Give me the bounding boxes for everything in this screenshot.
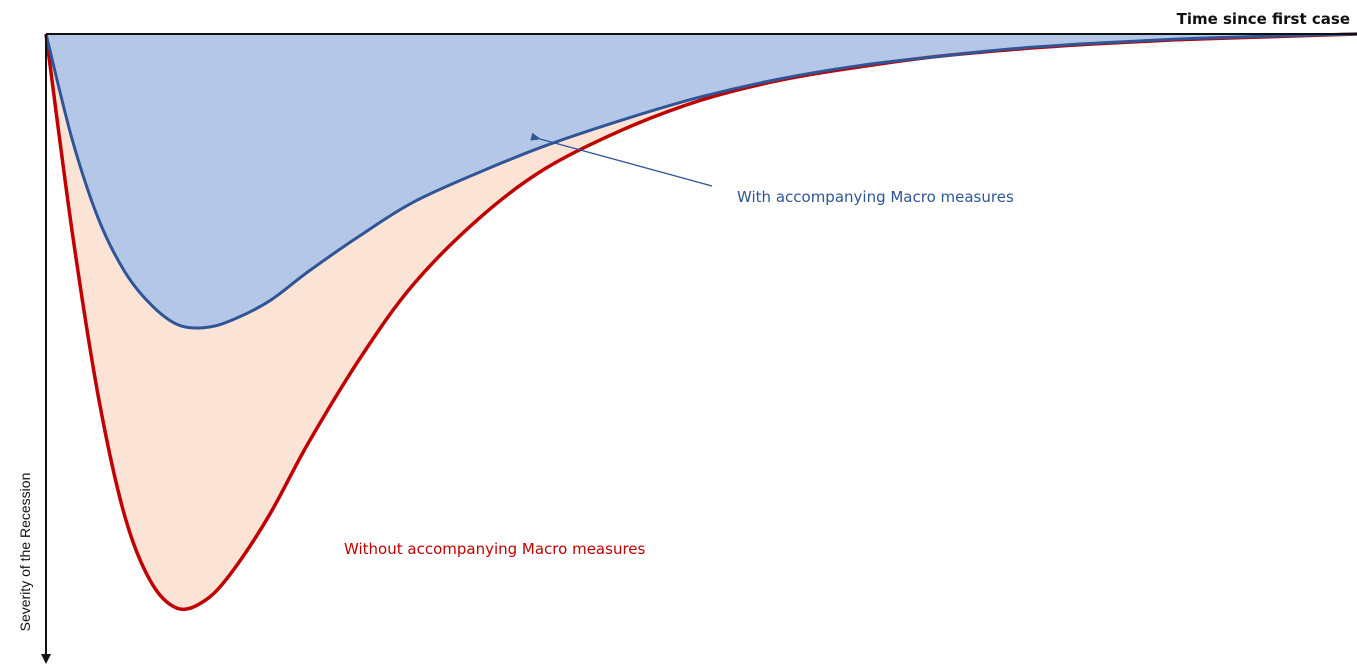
- area-with-measures: [46, 34, 1357, 328]
- annotation-without-measures: Without accompanying Macro measures: [344, 540, 646, 558]
- y-axis-label: Severity of the Recession: [17, 473, 33, 632]
- annotation-with-measures: With accompanying Macro measures: [737, 188, 1014, 206]
- x-axis-label: Time since first case: [1177, 10, 1350, 28]
- plot-area: [44, 32, 1357, 612]
- line-with-measures: [44, 32, 1357, 330]
- annotation-arrow: [530, 132, 713, 187]
- y-axis-arrowhead: [41, 654, 51, 664]
